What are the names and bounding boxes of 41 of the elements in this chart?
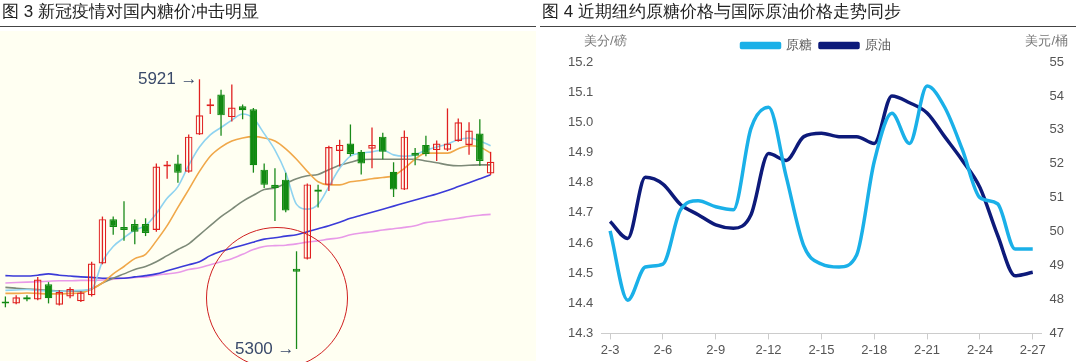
x-tick-label: 2-6 [653,341,673,357]
y-tick-label: 15.0 [567,113,594,129]
y-axis-title: 美分/磅 [584,33,627,49]
y2-tick-label: 50 [1049,223,1065,239]
y2-tick-label: 47 [1049,324,1065,340]
candlestick [411,147,419,166]
y-tick-label: 14.5 [567,264,594,280]
y-tick-label: 14.9 [567,144,594,160]
y-tick-label: 14.4 [567,294,594,310]
chart-title: 图 4 近期纽约原糖价格与国际原油价格走势同步 [540,0,1076,27]
x-tick-label: 2-24 [966,341,993,357]
y2-tick-label: 54 [1049,87,1065,103]
y-tick-label: 14.6 [567,234,594,250]
line-series [608,84,1035,302]
y-tick-label: 15.2 [567,53,594,69]
candlestick [120,201,128,241]
legend-label: 原糖 [786,37,812,53]
y2-tick-label: 51 [1049,189,1065,205]
x-tick-label: 2-12 [755,341,782,357]
y-tick-label: 15.1 [567,83,594,99]
chart-title: 图 3 新冠疫情对国内糖价冲击明显 [0,0,536,27]
y-tick-label: 14.3 [567,324,594,340]
y2-axis-title: 美元/桶 [1025,33,1068,49]
y-tick-label: 14.8 [567,174,594,190]
y2-tick-label: 52 [1049,155,1065,171]
annotation: 5300 → [234,338,295,358]
y2-tick-label: 49 [1049,257,1065,273]
annotation: 5921 → [137,69,198,88]
candlestick [271,168,279,221]
line-series [608,94,1035,278]
y2-tick-label: 55 [1049,53,1065,69]
y2-tick-label: 48 [1049,291,1065,307]
x-tick-label: 2-3 [600,341,620,357]
x-tick-label: 2-27 [1019,341,1046,357]
y2-tick-label: 53 [1049,121,1065,137]
x-tick-label: 2-9 [706,341,726,357]
x-tick-label: 2-15 [808,341,835,357]
y-tick-label: 14.7 [567,204,594,220]
x-tick-label: 2-21 [914,341,941,357]
x-tick-label: 2-18 [861,341,888,357]
legend-label: 原油 [864,37,891,53]
